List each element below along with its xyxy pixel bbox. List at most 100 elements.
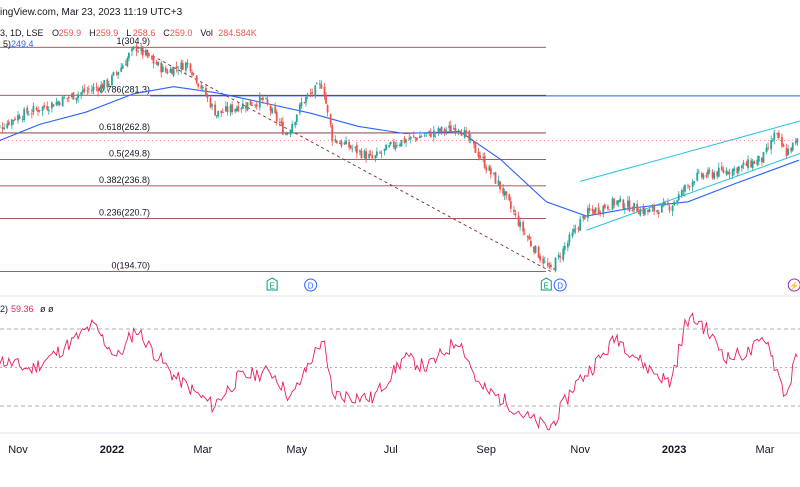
- candle-body: [211, 104, 213, 107]
- candle-body: [533, 246, 535, 253]
- candle-body: [736, 167, 739, 173]
- candle-body: [733, 168, 736, 172]
- candle-body: [269, 105, 272, 111]
- candle-body: [750, 160, 753, 168]
- candle-body: [740, 165, 743, 169]
- candle-body: [146, 49, 149, 57]
- candle-body: [107, 83, 110, 86]
- candle-body: [305, 97, 307, 103]
- candle-body: [613, 198, 615, 206]
- candle-body: [331, 125, 334, 142]
- candle-body: [80, 92, 83, 95]
- candle-body: [454, 128, 457, 133]
- candle-body: [399, 144, 401, 147]
- candle-body: [112, 72, 115, 76]
- candle-body: [351, 148, 354, 150]
- candle-body: [10, 119, 13, 126]
- candle-body: [588, 208, 591, 211]
- candle-body: [428, 130, 431, 133]
- candle-body: [300, 102, 303, 107]
- candle-body: [667, 202, 669, 205]
- dividend-marker: [304, 278, 318, 292]
- candle-body: [278, 122, 281, 124]
- channel-upper-line: [580, 120, 800, 182]
- candle-body: [315, 83, 318, 85]
- candle-body: [195, 75, 198, 83]
- candle-body: [534, 245, 537, 253]
- candle-body: [656, 210, 659, 213]
- candle-body: [175, 66, 178, 69]
- candle-body: [298, 104, 301, 113]
- candle-body: [408, 138, 411, 140]
- candle-body: [235, 108, 238, 111]
- candle-body: [725, 170, 728, 175]
- candle-body: [237, 106, 240, 112]
- candle-body: [388, 145, 391, 147]
- candle-body: [261, 97, 264, 100]
- candle-body: [771, 140, 774, 142]
- candle-body: [111, 75, 113, 86]
- candle-body: [439, 129, 441, 132]
- candle-body: [1, 127, 4, 129]
- candle-body: [619, 198, 622, 202]
- candle-body: [529, 240, 532, 247]
- candle-body: [291, 123, 294, 133]
- candle-body: [574, 228, 577, 230]
- candle-body: [320, 84, 323, 89]
- candle-body: [617, 200, 620, 203]
- candle-body: [131, 48, 133, 52]
- candle-body: [423, 135, 426, 137]
- candle-body: [713, 173, 716, 179]
- candle-body: [412, 135, 415, 137]
- candle-body: [463, 130, 466, 138]
- candle-body: [680, 190, 683, 196]
- candle-body: [796, 138, 799, 143]
- candle-body: [777, 132, 780, 138]
- candle-body: [676, 200, 679, 204]
- candle-body: [791, 142, 794, 151]
- ohlc-key: L: [126, 28, 131, 38]
- candle-body: [579, 219, 582, 231]
- ohlc-key: Vol: [200, 28, 213, 38]
- candle-body: [365, 151, 367, 160]
- time-axis-label: Sep: [476, 444, 496, 456]
- candle-body: [135, 45, 138, 52]
- candle-body: [197, 83, 200, 87]
- candle-body: [790, 147, 793, 152]
- ohlc-value: 259.0: [170, 28, 193, 38]
- candle-body: [226, 106, 229, 113]
- candle-body: [482, 157, 485, 158]
- candle-body: [161, 66, 164, 72]
- price-pane[interactable]: 1(304.9) 0.786(281.3) 0.618(262.8) 0.5(249.…: [0, 36, 800, 292]
- candle-body: [140, 46, 143, 52]
- time-axis-label: 2022: [100, 444, 124, 456]
- candle-body: [385, 144, 388, 151]
- candle-body: [306, 94, 309, 96]
- candle-body: [639, 209, 642, 216]
- candle-body: [18, 116, 21, 119]
- rsi-pane[interactable]: [0, 312, 800, 431]
- candle-body: [52, 104, 55, 107]
- channel-lower-line: [586, 153, 800, 231]
- candle-body: [627, 200, 629, 207]
- candle-body: [275, 112, 278, 122]
- candle-body: [371, 155, 374, 159]
- candle-body: [229, 105, 232, 113]
- ohlc-legend: 3, 1D, LSE O 259.9 H 259.9 L 258.6 C 259.0 Vol 28…: [0, 28, 257, 38]
- candle-body: [728, 172, 731, 174]
- candle-body: [537, 246, 540, 258]
- candle-body: [663, 202, 666, 205]
- candle-body: [329, 114, 332, 125]
- candle-body: [395, 144, 398, 146]
- candle-body: [50, 102, 53, 109]
- candle-body: [519, 222, 522, 227]
- candle-body: [671, 206, 674, 212]
- candle-body: [474, 142, 477, 153]
- candle-body: [742, 162, 745, 165]
- candle-body: [452, 128, 455, 130]
- candle-body: [26, 107, 29, 114]
- candle-body: [41, 106, 44, 111]
- candle-body: [716, 171, 719, 177]
- candle-body: [17, 114, 19, 121]
